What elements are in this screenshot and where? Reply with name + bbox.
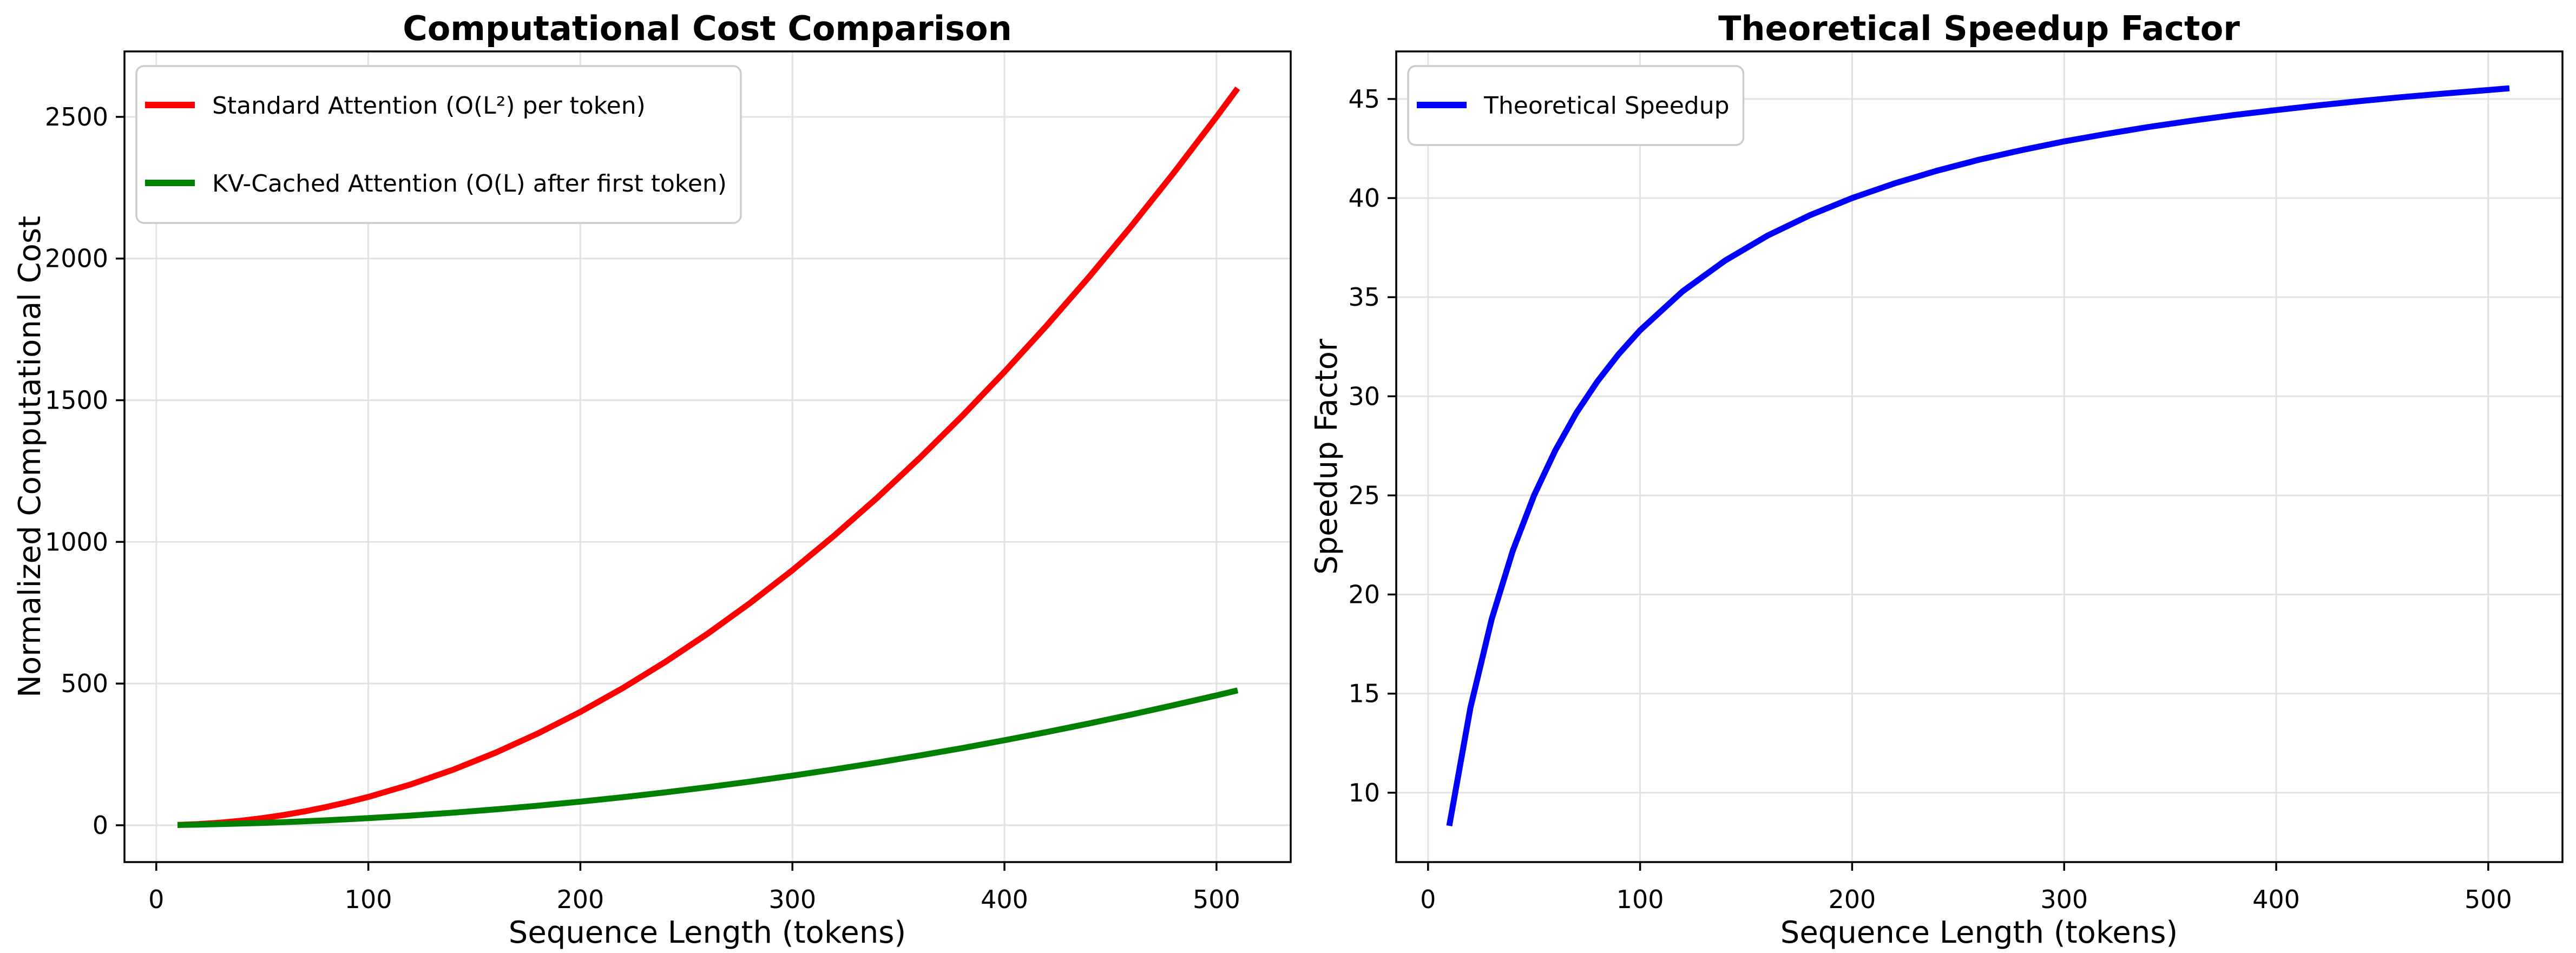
y-tick-label: 40	[1348, 183, 1380, 213]
x-tick-label: 500	[1193, 885, 1240, 914]
legend-box	[1407, 65, 1745, 146]
x-tick-label: 100	[1616, 885, 1664, 914]
y-tick-label: 0	[93, 811, 108, 840]
x-tick-label: 400	[2252, 885, 2300, 914]
axes-frame	[123, 50, 1292, 863]
right-xaxis-label: Sequence Length (tokens)	[1780, 915, 2178, 950]
y-tick-label: 15	[1348, 679, 1380, 708]
x-tick-label: 300	[2040, 885, 2088, 914]
y-tick-label: 2000	[45, 244, 108, 273]
left-yaxis-label: Normalized Computational Cost	[12, 216, 48, 698]
left-chart: 0 100 200 300 400 500 0 500 1000 1500 2000 2500 Stan…	[45, 50, 1292, 914]
x-tick-label: 200	[1829, 885, 1876, 914]
x-tick-label: 0	[148, 885, 164, 914]
y-tick-label: 10	[1348, 778, 1380, 807]
right-chart-title: Theoretical Speedup Factor	[1718, 9, 2240, 48]
right-chart: 0 100 200 300 400 500 10 15 20 25 30 35 40 45 Theoreti…	[1348, 50, 2564, 914]
legend-label-kv-cached-attention-o-l-after-first-token: KV-Cached Attention (O(L) after first to…	[212, 170, 727, 198]
standard-attention-o-l-per-token-curve	[177, 86, 1240, 828]
y-tick-label: 2500	[45, 102, 108, 132]
right-yaxis-label: Speedup Factor	[1309, 338, 1344, 575]
y-tick-label: 500	[61, 669, 108, 698]
legend-label-standard-attention-o-l-per-token: Standard Attention (O(L²) per token)	[212, 92, 646, 120]
x-tick-label: 100	[345, 885, 392, 914]
y-tick-label: 30	[1348, 382, 1380, 411]
legend-box	[135, 65, 742, 224]
x-tick-label: 200	[557, 885, 604, 914]
x-tick-label: 0	[1420, 885, 1436, 914]
y-tick-label: 1500	[45, 386, 108, 415]
x-tick-label: 300	[768, 885, 816, 914]
x-tick-label: 500	[2465, 885, 2512, 914]
left-xaxis-label: Sequence Length (tokens)	[509, 915, 906, 950]
theoretical-speedup-curve	[1446, 85, 2510, 826]
left-chart-title: Computational Cost Comparison	[403, 9, 1012, 48]
y-tick-label: 25	[1348, 481, 1380, 510]
axes-frame	[1395, 50, 2564, 863]
kv-cached-attention-o-l-after-first-token-curve	[177, 687, 1239, 828]
y-tick-label: 20	[1348, 580, 1380, 609]
y-tick-label: 45	[1348, 84, 1380, 114]
y-tick-label: 1000	[45, 527, 108, 556]
x-tick-label: 400	[981, 885, 1028, 914]
legend-label-theoretical-speedup: Theoretical Speedup	[1483, 92, 1730, 120]
y-tick-label: 35	[1348, 282, 1380, 312]
legend: Standard Attention (O(L²) per token) KV-C…	[135, 65, 742, 224]
plot-background	[1396, 51, 2562, 862]
legend: Theoretical Speedup	[1407, 65, 1745, 146]
